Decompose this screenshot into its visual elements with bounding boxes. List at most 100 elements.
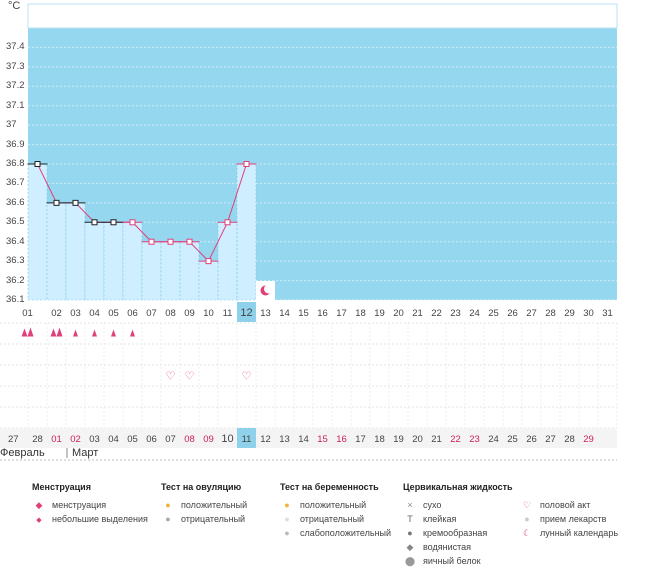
chart-header-band — [27, 3, 618, 29]
legend-label: отрицательный — [181, 514, 246, 524]
pill-icon: ● — [524, 514, 530, 524]
x-day-label: 13 — [260, 308, 271, 319]
x-day-label: 24 — [469, 308, 480, 319]
x-day-label: 05 — [108, 308, 119, 319]
bottom-date-label: 12 — [260, 434, 271, 445]
bottom-date-label: 25 — [507, 434, 518, 445]
legend-label: отрицательный — [300, 514, 365, 524]
temperature-bar — [84, 221, 105, 301]
heart-icon: ♡ — [242, 370, 252, 383]
temperature-bar — [27, 163, 48, 301]
temperature-point — [224, 219, 231, 226]
x-day-label: 09 — [184, 308, 195, 319]
x-day-label: 19 — [374, 308, 385, 319]
legend-pregnancy: Тест на беременность ● положительный ● отр… — [280, 482, 391, 540]
legend-label: лунный календарь — [540, 528, 619, 538]
x-axis-days: 01 02 03 04 05 06 07 08 09 10 11 12 13 14 15 16 17 18 19 20… — [22, 302, 613, 322]
sticky-icon: T — [407, 514, 413, 524]
legend-label: слабоположительный — [300, 528, 392, 538]
x-day-label: 16 — [317, 308, 328, 319]
y-tick-label: 36.3 — [6, 255, 25, 267]
legend-label: кремообразная — [423, 528, 488, 538]
bottom-date-label: 21 — [431, 434, 442, 445]
bottom-date-label: 22 — [450, 434, 461, 445]
spotting-icon — [111, 329, 116, 337]
bottom-date-label: 26 — [526, 434, 537, 445]
bottom-date-label: 29 — [583, 434, 594, 445]
heart-icon: ♡ — [522, 500, 532, 510]
x-day-label: 17 — [336, 308, 347, 319]
y-tick-label: 36.8 — [6, 158, 25, 169]
x-day-highlight — [237, 302, 256, 322]
bottom-date-band — [0, 428, 617, 448]
bottom-date-row: 27 28 01 02 03 04 05 06 07 08 09 10 11 12 13 14 15 16 17 18… — [0, 428, 617, 461]
bottom-date-label: 04 — [108, 434, 119, 445]
y-axis-unit: °C — [8, 0, 21, 12]
y-tick-label: 36.9 — [6, 138, 25, 150]
x-day-label: 02 — [51, 308, 62, 319]
negative-test-icon: ● — [165, 514, 171, 524]
x-day-label: 06 — [127, 308, 138, 319]
heart-icon: ♡ — [185, 370, 195, 383]
x-day-label: 18 — [355, 308, 366, 319]
legend-ovulation: Тест на овуляцию ● положительный ● отрицат… — [161, 482, 247, 526]
temperature-point — [110, 219, 117, 226]
legend-label: небольшие выделения — [52, 514, 148, 524]
drop-icon: ◆ — [36, 517, 42, 524]
creamy-icon: ● — [407, 528, 413, 538]
bottom-date-label: 17 — [355, 434, 366, 445]
month-prev: Февраль — [0, 447, 45, 459]
moon-icon-mask — [264, 284, 273, 294]
legend-label: яичный белок — [423, 556, 481, 566]
legend-title: Тест на овуляцию — [161, 482, 242, 492]
bottom-date-label: 09 — [203, 434, 214, 445]
menstruation-icon — [50, 328, 57, 337]
month-current: Март — [72, 447, 99, 459]
legend-label: водянистая — [423, 542, 472, 552]
bottom-date-label: 20 — [412, 434, 423, 445]
bottom-date-label: 18 — [374, 434, 385, 445]
heart-icon: ♡ — [166, 370, 176, 383]
temperature-bar — [179, 241, 200, 301]
y-tick-label: 36.1 — [6, 294, 25, 305]
x-day-label: 29 — [564, 308, 575, 319]
bottom-date-label: 15 — [317, 434, 328, 445]
x-day-label: 10 — [203, 308, 214, 319]
menstruation-icon — [27, 327, 34, 337]
bottom-date-label: 16 — [336, 434, 347, 445]
bottom-date-label: 24 — [488, 434, 499, 445]
x-day-label: 03 — [70, 308, 81, 319]
x-day-label: 11 — [223, 308, 233, 319]
x-day-label: 01 — [22, 308, 33, 319]
y-tick-label: 37.1 — [6, 99, 25, 111]
bottom-date-label: 27 — [545, 434, 556, 445]
temperature-markers — [27, 161, 275, 300]
legend-label: клейкая — [423, 514, 457, 524]
legend-title: Цервикальная жидкость — [403, 482, 513, 492]
bottom-date-label: 07 — [165, 434, 176, 445]
y-tick-label: 36.4 — [6, 235, 25, 247]
bottom-date-label: 03 — [89, 434, 100, 445]
x-day-label: 22 — [431, 308, 442, 319]
temperature-point — [72, 199, 79, 206]
y-tick-label: 36.5 — [6, 216, 25, 228]
x-day-label: 15 — [298, 308, 309, 319]
temperature-bar — [141, 241, 162, 301]
x-day-label: 26 — [507, 308, 518, 319]
legend-label: положительный — [181, 500, 248, 510]
positive-test-icon: ● — [165, 500, 171, 510]
temperature-bar — [122, 221, 143, 301]
x-day-label: 27 — [526, 308, 537, 319]
watery-icon: ◆ — [406, 542, 414, 552]
bottom-date-label: 13 — [279, 434, 290, 445]
y-tick-label: 36.2 — [6, 274, 25, 286]
spotting-icon — [92, 329, 97, 337]
bottom-date-label: 06 — [146, 434, 157, 445]
legend-label: половой акт — [540, 500, 591, 510]
bottom-date-label: 01 — [51, 434, 62, 445]
y-tick-label: 37.3 — [6, 60, 25, 72]
spotting-icon — [130, 329, 135, 337]
temperature-point — [91, 219, 98, 226]
y-tick-label: 36.6 — [6, 196, 25, 208]
